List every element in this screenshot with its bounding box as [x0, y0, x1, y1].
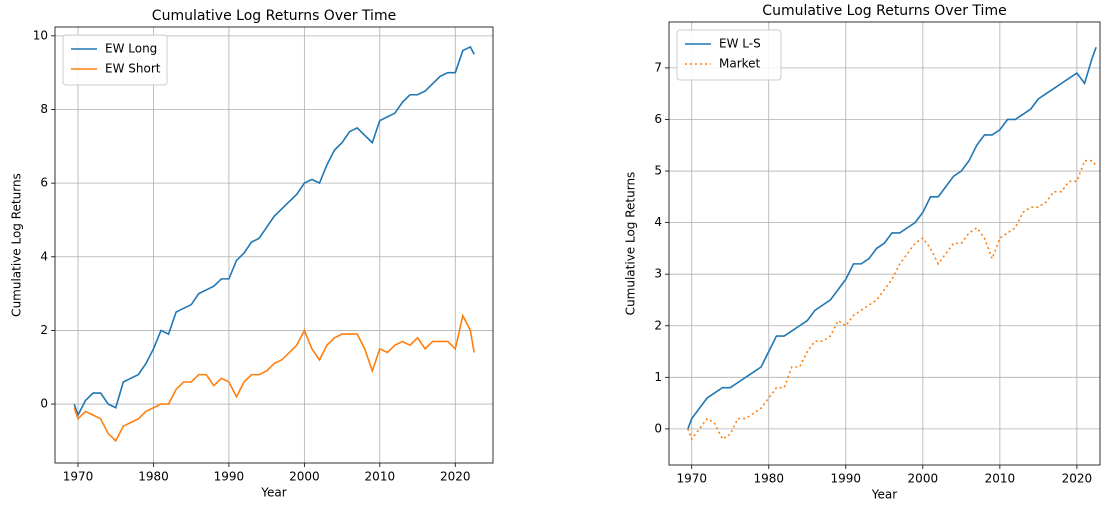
x-tick-label: 1970 [63, 470, 94, 484]
plot-area [55, 27, 493, 463]
x-tick-label: 1970 [676, 472, 707, 486]
series-line [73, 45, 475, 418]
y-tick-label: 4 [654, 215, 662, 229]
y-tick-label: 8 [40, 102, 48, 116]
y-tick-label: 2 [40, 323, 48, 337]
y-tick-label: 0 [40, 397, 48, 411]
series-line [687, 46, 1097, 430]
y-tick-label: 4 [40, 249, 48, 263]
x-axis-label: Year [871, 488, 897, 502]
x-tick-label: 1990 [214, 470, 245, 484]
axes: 1970 1980 1990 2000 2010 2020 0 1 2 3 4 5 6 7 Cumulati… [624, 3, 1101, 502]
series-line [73, 313, 475, 443]
y-tick-label: 3 [654, 267, 662, 281]
y-axis-label: Cumulative Log Returns [10, 173, 24, 317]
legend: EW L-S Market [676, 29, 782, 81]
legend-label: EW Short [105, 62, 161, 76]
y-tick-label: 7 [654, 60, 662, 74]
axes-frame [54, 26, 494, 464]
y-tick-label: 6 [654, 112, 662, 126]
legend-label: EW Long [105, 42, 157, 56]
x-tick-label: 2000 [908, 472, 939, 486]
legend-label: EW L-S [719, 37, 761, 51]
legend-label: Market [719, 57, 761, 71]
legend: EW Long EW Short [62, 34, 168, 86]
y-tick-label: 10 [33, 28, 48, 42]
chart-title: Cumulative Log Returns Over Time [762, 3, 1006, 19]
x-tick-label: 2010 [985, 472, 1016, 486]
y-tick-label: 2 [654, 318, 662, 332]
x-tick-label: 2020 [1062, 472, 1093, 486]
y-axis-label: Cumulative Log Returns [624, 172, 638, 316]
y-tick-label: 0 [654, 421, 662, 435]
y-tick-label: 5 [654, 164, 662, 178]
y-tick-label: 1 [654, 370, 662, 384]
x-tick-label: 2020 [440, 470, 471, 484]
x-tick-label: 2000 [289, 470, 320, 484]
y-tick-label: 6 [40, 176, 48, 190]
chart-title: Cumulative Log Returns Over Time [152, 8, 396, 24]
x-tick-label: 1980 [138, 470, 169, 484]
legend-box [676, 29, 782, 81]
axes: 1970 1980 1990 2000 2010 2020 0 2 4 6 8 10 Cumulativ… [10, 8, 494, 500]
x-tick-label: 2010 [365, 470, 396, 484]
axes-frame [668, 21, 1101, 466]
x-tick-label: 1990 [831, 472, 862, 486]
legend-box [62, 34, 168, 86]
series-line [687, 159, 1097, 441]
x-tick-label: 1980 [753, 472, 784, 486]
x-axis-label: Year [260, 486, 286, 500]
